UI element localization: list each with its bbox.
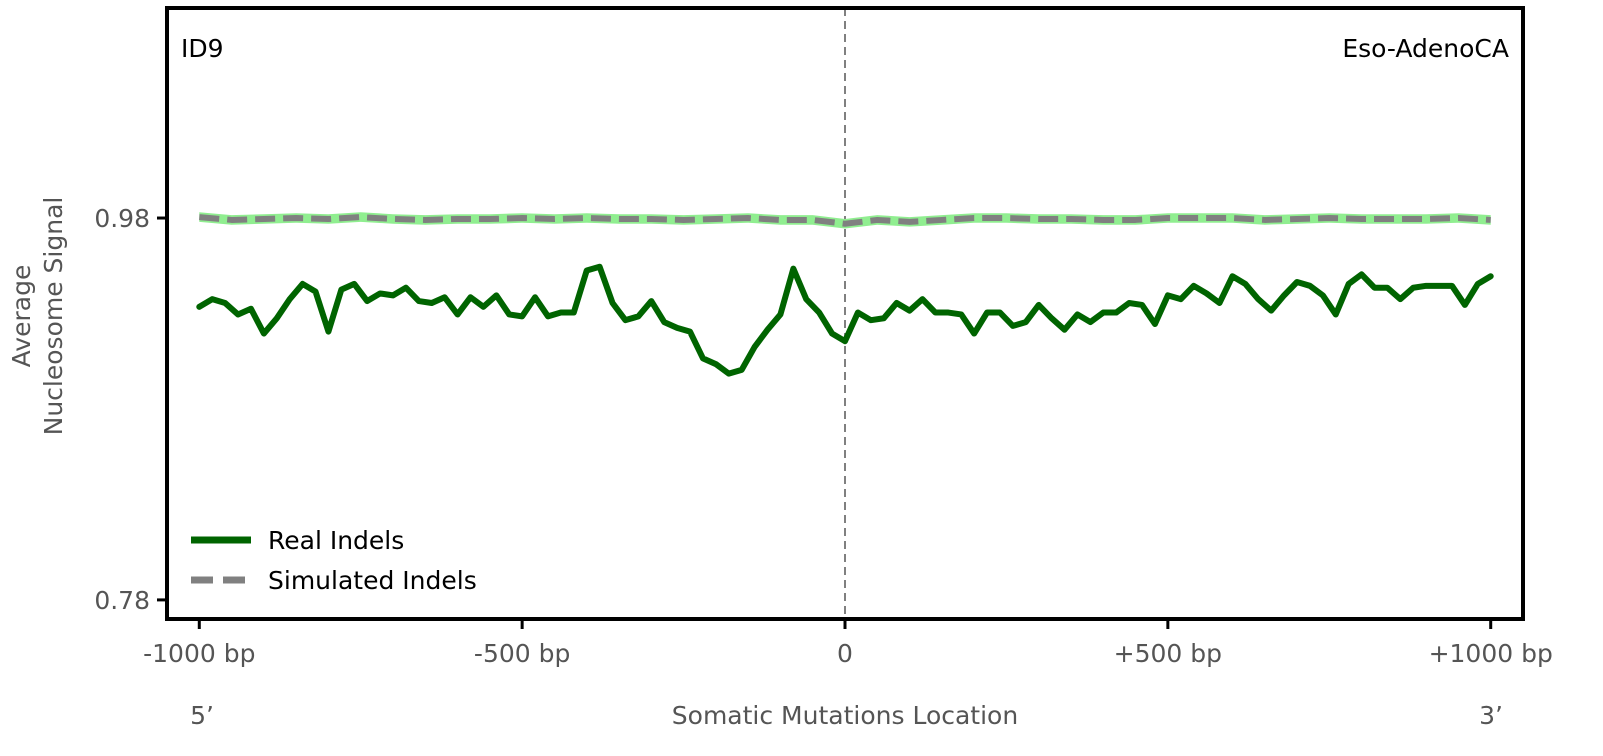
y-axis-title-line-1: Average [7, 265, 36, 368]
y-tick-label: 0.98 [94, 204, 150, 233]
x-tick-label: -1000 bp [143, 639, 255, 668]
axes: -1000 bp -500 bp 0 +500 bp +1000 bp 0.98 0.78 [94, 204, 1553, 668]
legend-real-label: Real Indels [268, 526, 404, 555]
y-axis-title: Average Nucleosome Signal [7, 197, 68, 436]
y-tick-label: 0.78 [94, 586, 150, 615]
real-indels-line [196, 263, 1494, 377]
cancer-type-label: Eso-AdenoCA [1342, 34, 1509, 63]
x-tick-label: +500 bp [1114, 639, 1222, 668]
legend: Real Indels Simulated Indels [191, 526, 477, 595]
plot-area [196, 8, 1494, 619]
x-tick-label: -500 bp [474, 639, 570, 668]
signature-label: ID9 [181, 34, 224, 63]
y-axis-title-line-2: Nucleosome Signal [39, 197, 68, 436]
strand-end-label: 3’ [1479, 701, 1503, 730]
x-axis-title: Somatic Mutations Location [672, 701, 1018, 730]
x-tick-label: +1000 bp [1429, 639, 1553, 668]
strand-start-label: 5’ [190, 701, 214, 730]
x-tick-label: 0 [837, 639, 853, 668]
simulated-indels-line [199, 214, 1491, 227]
legend-simulated-label: Simulated Indels [268, 566, 477, 595]
